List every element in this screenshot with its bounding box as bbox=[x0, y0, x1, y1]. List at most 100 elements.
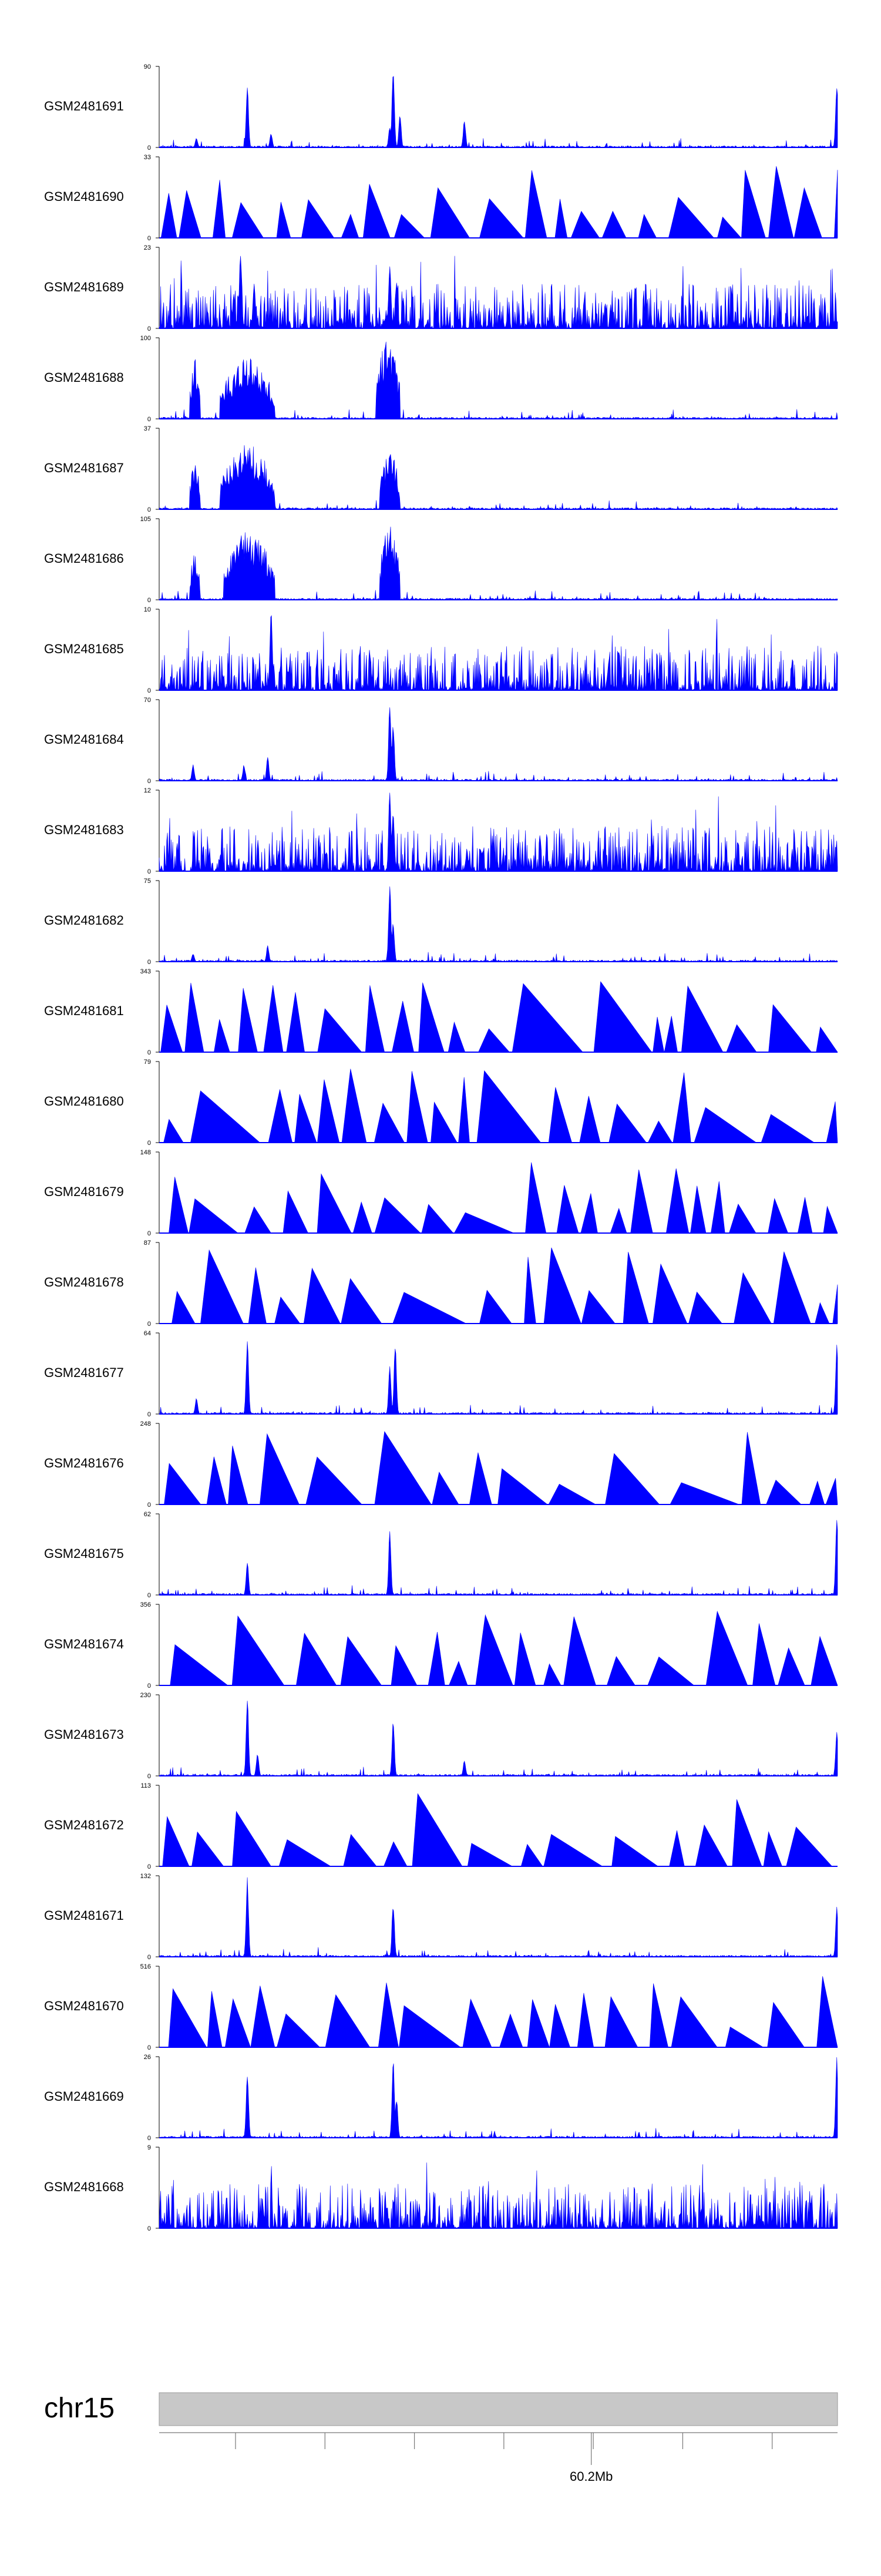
track-label: GSM2481686 bbox=[44, 551, 124, 566]
y-tick-label-max: 516 bbox=[140, 1963, 151, 1970]
y-tick-label-max: 26 bbox=[144, 2054, 151, 2061]
signal-area bbox=[159, 341, 838, 419]
track-GSM2481674: GSM2481674 356 0 bbox=[44, 1601, 838, 1690]
y-tick-label-max: 105 bbox=[140, 516, 151, 523]
track-GSM2481676: GSM2481676 248 0 bbox=[44, 1420, 838, 1509]
track-label: GSM2481687 bbox=[44, 461, 124, 475]
signal-area bbox=[159, 256, 838, 330]
y-tick-label-max: 62 bbox=[144, 1511, 151, 1518]
y-tick-label-min: 0 bbox=[147, 1502, 151, 1509]
track-GSM2481686: GSM2481686 105 0 bbox=[44, 516, 838, 604]
y-tick-label-max: 75 bbox=[144, 878, 151, 885]
signal-area bbox=[159, 1247, 838, 1324]
y-tick-label-min: 0 bbox=[147, 597, 151, 604]
y-tick-label-min: 0 bbox=[147, 416, 151, 423]
y-tick-label-min: 0 bbox=[147, 1049, 151, 1056]
y-tick-label-min: 0 bbox=[147, 1321, 151, 1328]
y-tick-label-max: 37 bbox=[144, 425, 151, 432]
track-GSM2481684: GSM2481684 70 0 bbox=[44, 697, 838, 785]
signal-area bbox=[159, 792, 838, 872]
signal-area bbox=[159, 2057, 838, 2138]
y-tick-label-max: 100 bbox=[140, 335, 151, 342]
y-tick-label-max: 87 bbox=[144, 1240, 151, 1247]
signal-area bbox=[159, 981, 838, 1053]
track-label: GSM2481677 bbox=[44, 1365, 124, 1380]
signal-area bbox=[159, 166, 838, 239]
y-tick-label-min: 0 bbox=[147, 325, 151, 333]
track-GSM2481690: GSM2481690 33 0 bbox=[44, 154, 838, 242]
y-tick-label-max: 70 bbox=[144, 697, 151, 704]
y-tick-label-min: 0 bbox=[147, 145, 151, 152]
y-tick-label-min: 0 bbox=[147, 1773, 151, 1780]
track-label: GSM2481680 bbox=[44, 1094, 124, 1109]
track-GSM2481691: GSM2481691 90 0 bbox=[44, 63, 838, 152]
signal-area bbox=[159, 1431, 838, 1505]
y-tick-label-min: 0 bbox=[147, 778, 151, 785]
y-tick-label-min: 0 bbox=[147, 1411, 151, 1418]
track-GSM2481687: GSM2481687 37 0 bbox=[44, 425, 838, 513]
track-label: GSM2481672 bbox=[44, 1818, 124, 1832]
y-tick-label-max: 64 bbox=[144, 1330, 151, 1337]
y-tick-label-min: 0 bbox=[147, 506, 151, 513]
track-GSM2481680: GSM2481680 79 0 bbox=[44, 1059, 838, 1147]
track-label: GSM2481675 bbox=[44, 1546, 124, 1561]
track-GSM2481682: GSM2481682 75 0 bbox=[44, 878, 838, 966]
chromosome-ideogram bbox=[159, 2392, 838, 2426]
track-label: GSM2481674 bbox=[44, 1637, 124, 1651]
signal-area bbox=[159, 526, 838, 600]
track-GSM2481683: GSM2481683 12 0 bbox=[44, 787, 838, 875]
signal-area bbox=[159, 445, 838, 510]
track-GSM2481679: GSM2481679 148 0 bbox=[44, 1149, 838, 1237]
track-label: GSM2481683 bbox=[44, 822, 124, 837]
y-tick-label-min: 0 bbox=[147, 1230, 151, 1237]
chromosome-label: chr15 bbox=[44, 2393, 115, 2424]
y-tick-label-max: 33 bbox=[144, 154, 151, 161]
track-GSM2481673: GSM2481673 230 0 bbox=[44, 1692, 838, 1780]
y-tick-label-max: 356 bbox=[140, 1601, 151, 1608]
y-tick-label-max: 23 bbox=[144, 244, 151, 251]
y-tick-label-min: 0 bbox=[147, 1592, 151, 1599]
y-tick-label-min: 0 bbox=[147, 1682, 151, 1690]
track-label: GSM2481668 bbox=[44, 2179, 124, 2194]
track-GSM2481671: GSM2481671 132 0 bbox=[44, 1873, 838, 1961]
track-label: GSM2481671 bbox=[44, 1908, 124, 1923]
track-label: GSM2481690 bbox=[44, 189, 124, 204]
signal-area bbox=[159, 1976, 838, 2048]
track-GSM2481668: GSM2481668 9 0 bbox=[44, 2144, 838, 2232]
track-label: GSM2481679 bbox=[44, 1184, 124, 1199]
track-GSM2481678: GSM2481678 87 0 bbox=[44, 1240, 838, 1328]
y-tick-label-max: 9 bbox=[147, 2144, 151, 2151]
y-tick-label-max: 248 bbox=[140, 1420, 151, 1428]
signal-area bbox=[159, 707, 838, 782]
signal-area bbox=[159, 76, 838, 148]
track-label: GSM2481684 bbox=[44, 732, 124, 747]
y-tick-label-min: 0 bbox=[147, 2044, 151, 2051]
track-GSM2481672: GSM2481672 113 0 bbox=[44, 1782, 838, 1870]
y-tick-label-min: 0 bbox=[147, 959, 151, 966]
y-tick-label-min: 0 bbox=[147, 2225, 151, 2232]
y-tick-label-max: 12 bbox=[144, 787, 151, 794]
track-label: GSM2481676 bbox=[44, 1456, 124, 1470]
y-tick-label-min: 0 bbox=[147, 1863, 151, 1870]
signal-area bbox=[159, 1701, 838, 1776]
track-label: GSM2481669 bbox=[44, 2089, 124, 2104]
y-tick-label-max: 10 bbox=[144, 606, 151, 613]
track-label: GSM2481673 bbox=[44, 1727, 124, 1742]
track-label: GSM2481682 bbox=[44, 913, 124, 928]
track-GSM2481689: GSM2481689 23 0 bbox=[44, 244, 838, 333]
y-tick-label-max: 230 bbox=[140, 1692, 151, 1699]
track-GSM2481675: GSM2481675 62 0 bbox=[44, 1511, 838, 1599]
y-tick-label-max: 343 bbox=[140, 968, 151, 975]
genome-axis-label: 60.2Mb bbox=[570, 2469, 613, 2484]
signal-area bbox=[159, 1610, 838, 1686]
signal-area bbox=[159, 1162, 838, 1234]
track-label: GSM2481685 bbox=[44, 642, 124, 656]
y-tick-label-max: 79 bbox=[144, 1059, 151, 1066]
signal-area bbox=[159, 1069, 838, 1143]
track-label: GSM2481691 bbox=[44, 99, 124, 113]
signal-area bbox=[159, 2162, 838, 2229]
track-GSM2481670: GSM2481670 516 0 bbox=[44, 1963, 838, 2051]
track-GSM2481685: GSM2481685 10 0 bbox=[44, 606, 838, 694]
y-tick-label-max: 113 bbox=[140, 1782, 151, 1789]
